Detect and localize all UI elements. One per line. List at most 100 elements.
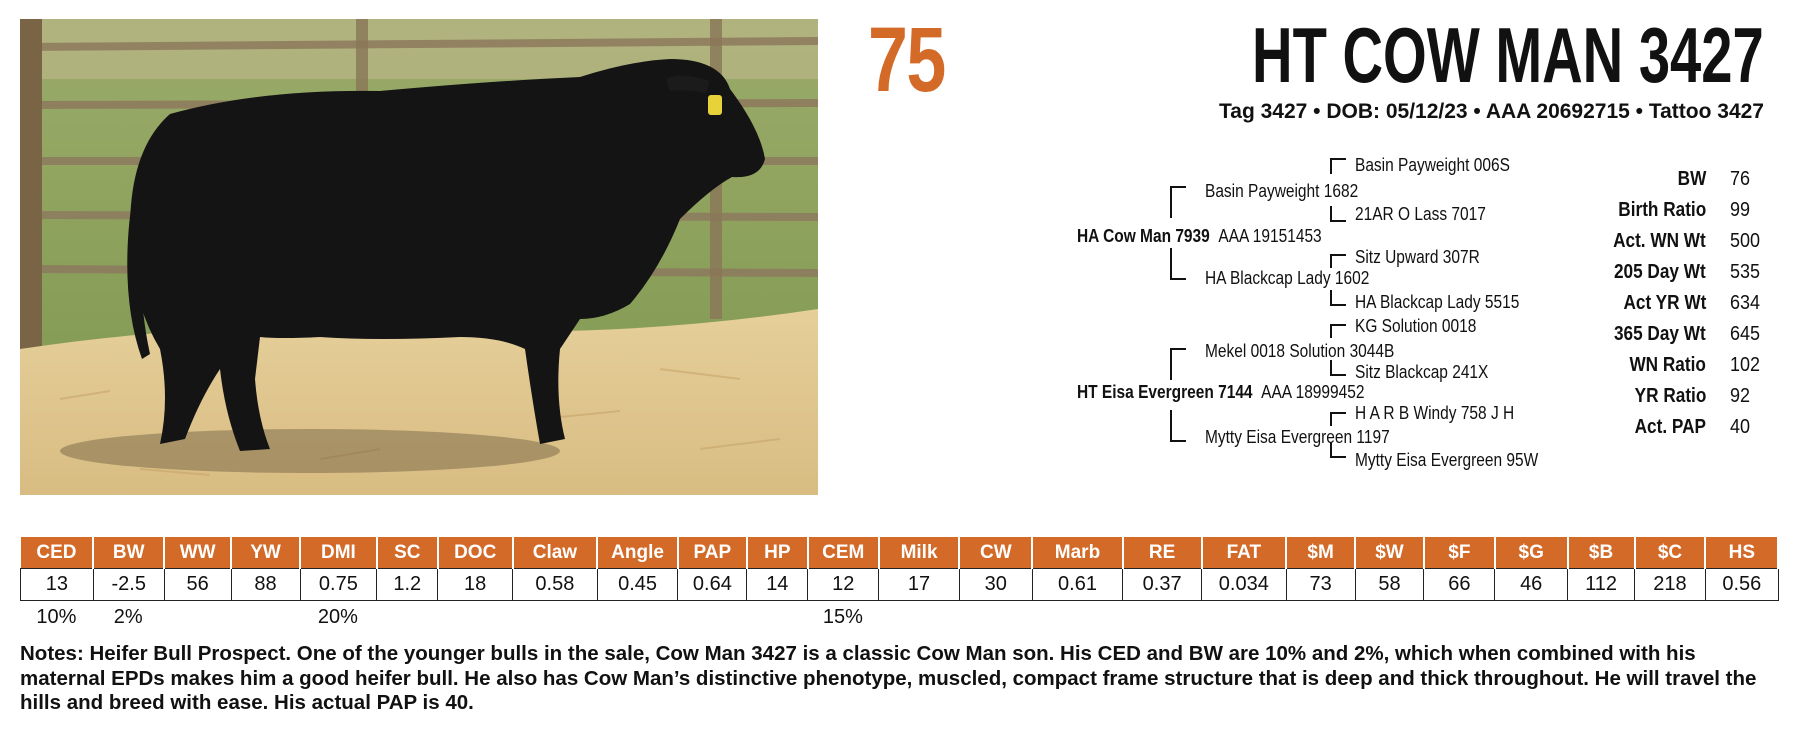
pedigree-connector: [1170, 410, 1186, 442]
pedigree-connector: [1330, 360, 1346, 376]
epd-percentile: 15%: [822, 606, 863, 628]
epd-value-cell: 58: [1354, 568, 1425, 601]
sire-dam: HA Blackcap Lady 1602: [1205, 268, 1370, 288]
epd-header-cell: $G: [1494, 537, 1569, 569]
epd-value-cell: 12: [807, 568, 880, 601]
epd-value-cell: 0.58: [512, 568, 598, 601]
bull-photo: [20, 19, 818, 495]
epd-value-cell: 1.2: [376, 568, 439, 601]
pedigree-connector: [1330, 442, 1346, 458]
epd-value-cell: 0.56: [1704, 568, 1779, 601]
epd-value-cell: 112: [1567, 568, 1636, 601]
epd-header-cell: $B: [1567, 537, 1636, 569]
epd-value-cell: 218: [1634, 568, 1706, 601]
epd-percentile: 20%: [317, 606, 358, 628]
epd-header-cell: FAT: [1201, 537, 1288, 569]
epd-header-cell: HS: [1705, 537, 1780, 569]
epd-value-cell: 0.45: [596, 568, 679, 601]
epd-value-cell: 46: [1494, 568, 1569, 601]
epd-header-cell: CED: [20, 537, 95, 569]
epd-header-cell: $C: [1634, 537, 1707, 569]
epd-percentile: 10%: [36, 606, 77, 628]
sire: HA Cow Man 7939 AAA 19151453: [1077, 227, 1322, 245]
epd-header-cell: CEM: [807, 537, 880, 569]
dam-registration: AAA 18999452: [1261, 382, 1365, 402]
epd-value-cell: 14: [746, 568, 809, 601]
stat-row: 205 Day Wt 535: [1614, 261, 1761, 283]
epd-header-cell: SC: [376, 537, 439, 569]
epd-value-cell: 0.61: [1031, 568, 1124, 601]
dam: HT Eisa Evergreen 7144 AAA 18999452: [1077, 383, 1364, 401]
stat-row: WN Ratio 102: [1629, 354, 1761, 376]
epd-header-cell: CW: [959, 537, 1034, 569]
sire-sire: Basin Payweight 1682: [1205, 181, 1359, 201]
pedigree-connector: [1330, 290, 1346, 306]
stat-row: Act. WN Wt 500: [1613, 230, 1761, 252]
epd-header-cell: $W: [1355, 537, 1425, 569]
epd-value-cell: 0.64: [677, 568, 748, 601]
dam-dam-dam: Mytty Eisa Evergreen 95W: [1355, 450, 1539, 470]
stat-row: Birth Ratio 99: [1618, 199, 1751, 221]
sire-sire-sire: Basin Payweight 006S: [1355, 155, 1510, 175]
lot-number: 75: [868, 9, 946, 111]
epd-percentile-row: 10% 2% 20% 15%: [20, 606, 1778, 632]
epd-value-cell: 0.034: [1201, 568, 1287, 601]
epd-header-cell: HP: [746, 537, 809, 569]
black-angus-bull-photo: [20, 19, 818, 495]
epd-header-cell: WW: [164, 537, 233, 569]
epd-value-cell: 88: [230, 568, 301, 601]
animal-id-line: Tag 3427 • DOB: 05/12/23 • AAA 20692715 …: [1219, 100, 1764, 123]
stat-row: Act. PAP 40: [1634, 416, 1751, 438]
pedigree-connector: [1330, 206, 1346, 222]
epd-value-cell: 30: [958, 568, 1033, 601]
dam-dam-sire: H A R B Windy 758 J H: [1355, 403, 1515, 423]
epd-header-row: CED BW WW YW DMI SC DOC Claw Angle PAP HP CEM Milk CW…: [20, 537, 1780, 569]
epd-header-cell: Milk: [878, 537, 961, 569]
epd-header-cell: BW: [93, 537, 166, 569]
epd-value-cell: 18: [437, 568, 514, 601]
epd-value-cell: 17: [878, 568, 960, 601]
epd-header-cell: DMI: [300, 537, 378, 569]
stat-row: YR Ratio 92: [1634, 385, 1751, 407]
pedigree-connector: [1330, 412, 1346, 426]
epd-header-cell: PAP: [677, 537, 748, 569]
sire-registration: AAA 19151453: [1218, 226, 1322, 246]
epd-header-cell: $F: [1423, 537, 1496, 569]
dam-sire-sire: KG Solution 0018: [1355, 316, 1477, 336]
sire-dam-sire: Sitz Upward 307R: [1355, 247, 1480, 267]
dam-dam: Mytty Eisa Evergreen 1197: [1205, 427, 1390, 447]
dam-sire-dam: Sitz Blackcap 241X: [1355, 362, 1489, 382]
epd-value-cell: -2.5: [92, 568, 165, 601]
pedigree-connector: [1170, 248, 1186, 280]
epd-header-cell: RE: [1122, 537, 1203, 569]
pedigree-connector: [1170, 348, 1186, 380]
epd-header-cell: YW: [231, 537, 301, 569]
pedigree-connector: [1330, 158, 1346, 174]
pedigree-connector: [1330, 324, 1346, 338]
epd-header-cell: DOC: [437, 537, 514, 569]
epd-value-cell: 56: [163, 568, 232, 601]
epd-value-cell: 13: [20, 568, 94, 601]
epd-table: CED BW WW YW DMI SC DOC Claw Angle PAP HP CEM Milk CW…: [20, 537, 1780, 601]
pedigree-connector: [1170, 186, 1186, 218]
sire-sire-dam: 21AR O Lass 7017: [1355, 204, 1486, 224]
epd-header-cell: $M: [1286, 537, 1357, 569]
sire-name: HA Cow Man 7939: [1077, 226, 1210, 246]
dam-name: HT Eisa Evergreen 7144: [1077, 382, 1253, 402]
stat-row: Act YR Wt 634: [1623, 292, 1761, 314]
epd-percentile: 2%: [113, 606, 143, 628]
epd-value-row: 13 -2.5 56 88 0.75 1.2 18 0.58 0.45 0.64 14 12 17 30 0…: [20, 568, 1779, 601]
epd-value-cell: 66: [1423, 568, 1496, 601]
epd-value-cell: 0.75: [299, 568, 378, 601]
dam-sire: Mekel 0018 Solution 3044B: [1205, 341, 1395, 361]
epd-value-cell: 0.37: [1122, 568, 1202, 601]
animal-name: HT COW MAN 3427: [1252, 11, 1764, 99]
epd-header-cell: Angle: [597, 537, 679, 569]
pedigree-connector: [1330, 254, 1346, 268]
stat-row: BW 76: [1677, 168, 1751, 190]
epd-value-cell: 73: [1285, 568, 1356, 601]
epd-header-cell: Claw: [512, 537, 599, 569]
notes-paragraph: Notes: Heifer Bull Prospect. One of the …: [20, 642, 1757, 714]
epd-header-cell: Marb: [1032, 537, 1124, 569]
sire-dam-dam: HA Blackcap Lady 5515: [1355, 292, 1520, 312]
